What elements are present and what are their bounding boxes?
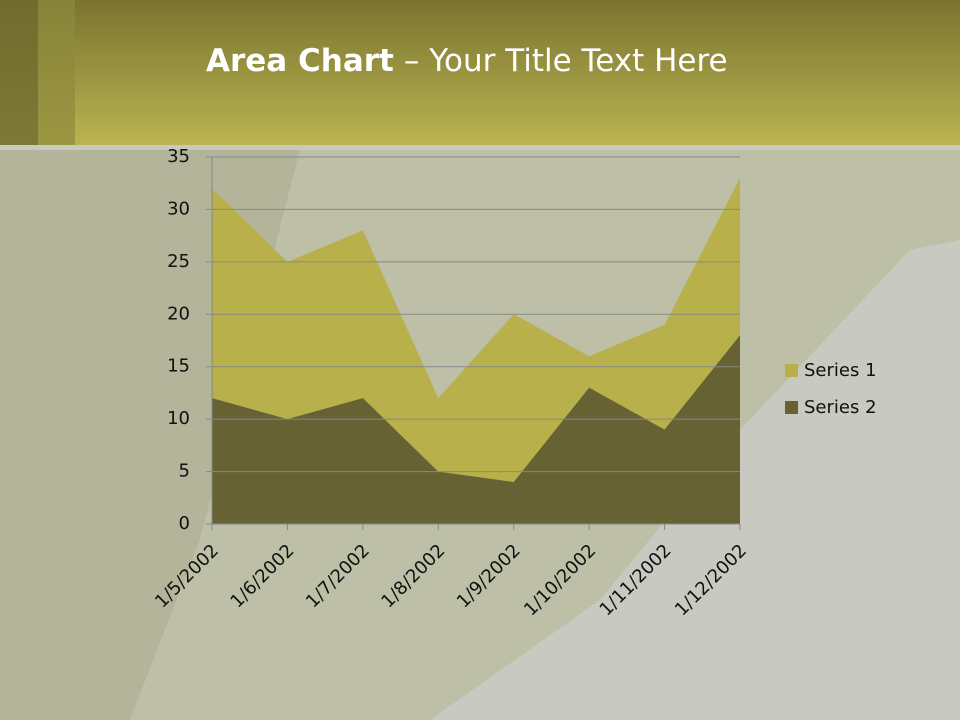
y-tick-label: 35: [167, 146, 190, 167]
title-bold: Area Chart: [206, 43, 394, 79]
y-tick-label: 20: [167, 303, 190, 324]
y-tick-label: 25: [167, 251, 190, 272]
header-band: [0, 0, 960, 145]
header-block: [0, 0, 38, 145]
area: [212, 335, 740, 524]
y-tick-label: 10: [167, 408, 190, 429]
legend-swatch: [785, 401, 798, 414]
chart-title: Area Chart – Your Title Text Here: [206, 43, 728, 79]
legend-swatch: [785, 364, 798, 377]
legend-label: Series 2: [804, 397, 877, 418]
y-tick-label: 30: [167, 198, 190, 219]
legend-label: Series 1: [804, 360, 877, 381]
title-rest: – Your Title Text Here: [404, 43, 728, 79]
header-block: [38, 0, 75, 145]
y-tick-label: 5: [179, 461, 190, 482]
bg-field: [430, 240, 960, 720]
y-tick-label: 15: [167, 356, 190, 377]
y-tick-label: 0: [179, 513, 190, 534]
